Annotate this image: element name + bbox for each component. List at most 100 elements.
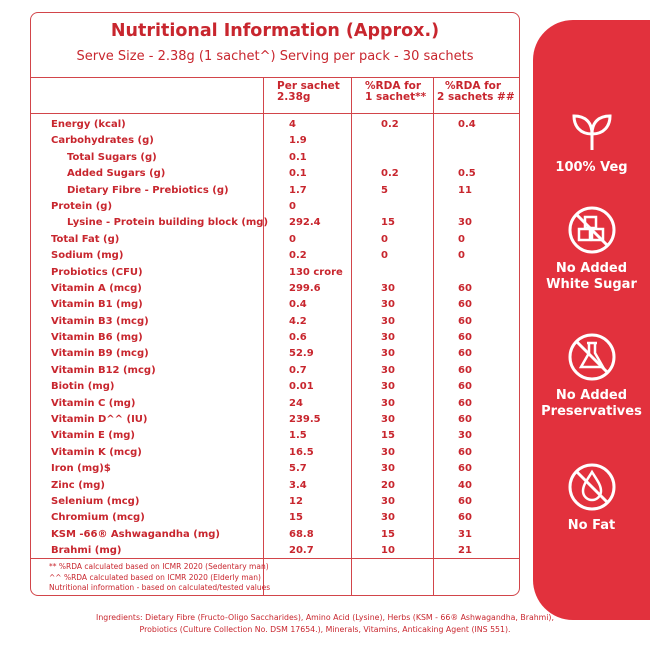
per-sachet-value: 15 — [289, 512, 303, 524]
nutrient-name: Zinc (mg) — [51, 479, 105, 491]
serving-size-text: Serve Size - 2.38g (1 sachet^) Serving p… — [76, 49, 474, 64]
rda-1-sachet-value: 0 — [381, 250, 388, 262]
nutrient-name: Vitamin D^^ (IU) — [51, 414, 148, 426]
per-sachet-value: 0.6 — [289, 332, 307, 344]
table-row: Selenium (mcg) 12 30 60 — [31, 494, 519, 510]
per-sachet-value: 1.5 — [289, 430, 307, 442]
nutrient-name: Selenium (mcg) — [51, 495, 140, 507]
per-sachet-value: 3.4 — [289, 479, 307, 491]
per-sachet-value: 0.7 — [289, 364, 307, 376]
nutrition-table: Energy (kcal) 4 0.2 0.4 Carbohydrates (g) 1.9… — [31, 117, 519, 560]
table-row: Added Sugars (g) 0.1 0.2 0.5 — [31, 166, 519, 182]
nutrient-name: Vitamin B3 (mcg) — [51, 315, 149, 327]
column-divider — [351, 77, 352, 595]
claims-side-panel: 100% Veg No Added White Sugar No Added P… — [533, 20, 650, 620]
no-sugar-cubes-icon — [568, 206, 615, 254]
rda-1-sachet-value: 15 — [381, 430, 395, 442]
badge-no-fat: No Fat — [533, 462, 650, 534]
table-header-divider — [31, 113, 519, 114]
rda-2-sachets-value: 60 — [458, 446, 472, 458]
table-row: Vitamin A (mcg) 299.6 30 60 — [31, 281, 519, 297]
per-sachet-value: 0.01 — [289, 381, 314, 393]
nutrient-name: Total Sugars (g) — [67, 151, 157, 163]
per-sachet-value: 12 — [289, 495, 303, 507]
rda-1-sachet-value: 10 — [381, 545, 395, 557]
rda-1-sachet-value: 0.2 — [381, 119, 399, 130]
rda-1-sachet-value: 30 — [381, 512, 395, 524]
table-row: Probiotics (CFU) 130 crore — [31, 265, 519, 281]
rda-2-sachets-value: 40 — [458, 479, 472, 491]
column-divider — [433, 77, 434, 595]
table-row: Protein (g) 0 — [31, 199, 519, 215]
per-sachet-value: 0.4 — [289, 299, 307, 311]
per-sachet-value: 0.1 — [289, 151, 307, 163]
nutrient-name: KSM -66® Ashwagandha (mg) — [51, 528, 220, 540]
nutrition-panel: Nutritional Information (Approx.) Serve … — [30, 12, 520, 596]
table-row: Dietary Fibre - Prebiotics (g) 1.7 5 11 — [31, 183, 519, 199]
rda-1-sachet-value: 0 — [381, 233, 388, 245]
table-row: Chromium (mcg) 15 30 60 — [31, 510, 519, 526]
per-sachet-value: 299.6 — [289, 282, 321, 294]
rda-1-sachet-value: 30 — [381, 332, 395, 344]
rda-2-sachets-value: 60 — [458, 381, 472, 393]
per-sachet-value: 16.5 — [289, 446, 314, 458]
table-row: Brahmi (mg) 20.7 10 21 — [31, 543, 519, 559]
no-fat-drop-icon — [568, 463, 615, 511]
footnotes: ** %RDA calculated based on ICMR 2020 (S… — [49, 562, 270, 594]
rda-2-sachets-value: 11 — [458, 184, 472, 196]
per-sachet-value: 1.9 — [289, 135, 307, 147]
rda-1-sachet-value: 30 — [381, 348, 395, 360]
nutrient-name: Vitamin E (mg) — [51, 430, 135, 442]
header-divider — [31, 77, 519, 78]
rda-1-sachet-value: 15 — [381, 217, 395, 229]
badge-no-added-preservatives: No Added Preservatives — [533, 332, 650, 420]
table-row: Vitamin K (mcg) 16.5 30 60 — [31, 445, 519, 461]
column-header-rda-1: %RDA for 1 sachet** — [365, 80, 427, 103]
rda-1-sachet-value: 30 — [381, 414, 395, 426]
rda-2-sachets-value: 0.4 — [458, 119, 476, 130]
per-sachet-value: 4 — [289, 119, 296, 130]
nutrient-name: Vitamin B9 (mcg) — [51, 348, 149, 360]
nutrient-name: Added Sugars (g) — [67, 168, 166, 180]
per-sachet-value: 0 — [289, 233, 296, 245]
rda-1-sachet-value: 30 — [381, 397, 395, 409]
rda-2-sachets-value: 60 — [458, 348, 472, 360]
per-sachet-value: 0 — [289, 200, 296, 212]
rda-1-sachet-value: 30 — [381, 364, 395, 376]
rda-2-sachets-value: 60 — [458, 397, 472, 409]
table-row: Energy (kcal) 4 0.2 0.4 — [31, 117, 519, 133]
table-row: Vitamin B3 (mcg) 4.2 30 60 — [31, 314, 519, 330]
nutrient-name: Lysine - Protein building block (mg) — [67, 217, 269, 229]
per-sachet-value: 292.4 — [289, 217, 321, 229]
rda-2-sachets-value: 0.5 — [458, 168, 476, 180]
nutrient-name: Chromium (mcg) — [51, 512, 145, 524]
nutrient-name: Vitamin C (mg) — [51, 397, 136, 409]
rda-2-sachets-value: 31 — [458, 528, 472, 540]
column-header-rda-2: %RDA for 2 sachets ## — [437, 80, 515, 103]
table-row: Carbohydrates (g) 1.9 — [31, 133, 519, 149]
leaf-icon — [571, 114, 612, 150]
nutrient-name: Sodium (mg) — [51, 250, 124, 262]
per-sachet-value: 0.1 — [289, 168, 307, 180]
rda-2-sachets-value: 0 — [458, 233, 465, 245]
nutrient-name: Probiotics (CFU) — [51, 266, 143, 278]
nutrient-name: Biotin (mg) — [51, 381, 115, 393]
column-divider — [263, 77, 264, 595]
rda-2-sachets-value: 60 — [458, 332, 472, 344]
nutrient-name: Vitamin B1 (mg) — [51, 299, 143, 311]
table-row: Vitamin D^^ (IU) 239.5 30 60 — [31, 412, 519, 428]
rda-2-sachets-value: 60 — [458, 315, 472, 327]
no-flask-icon — [568, 333, 615, 381]
badge-no-added-white-sugar: No Added White Sugar — [533, 205, 650, 293]
nutrient-name: Vitamin A (mcg) — [51, 282, 142, 294]
table-row: Vitamin E (mg) 1.5 15 30 — [31, 428, 519, 444]
table-row: Lysine - Protein building block (mg) 292.… — [31, 215, 519, 231]
nutrient-name: Vitamin K (mcg) — [51, 446, 142, 458]
nutrition-title: Nutritional Information (Approx.) — [110, 21, 440, 41]
table-row: Vitamin B1 (mg) 0.4 30 60 — [31, 297, 519, 313]
rda-2-sachets-value: 60 — [458, 495, 472, 507]
table-row: Biotin (mg) 0.01 30 60 — [31, 379, 519, 395]
per-sachet-value: 68.8 — [289, 528, 314, 540]
per-sachet-value: 1.7 — [289, 184, 307, 196]
per-sachet-value: 239.5 — [289, 414, 321, 426]
